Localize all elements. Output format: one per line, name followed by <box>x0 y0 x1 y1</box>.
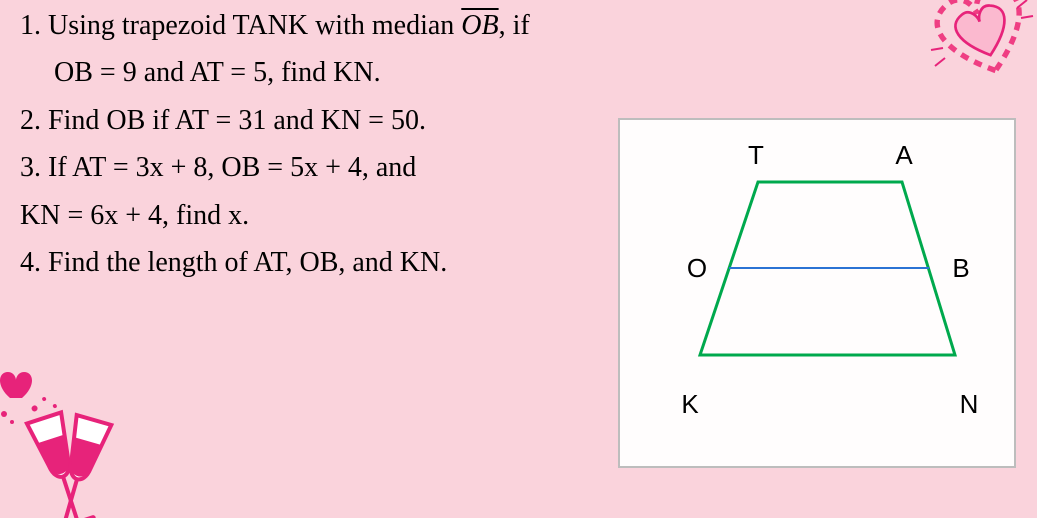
q1-line2: OB = 9 and AT = 5, find KN. <box>20 51 590 94</box>
trapezoid-figure: T A O B K N <box>618 118 1016 468</box>
question-2: 2. Find OB if AT = 31 and KN = 50. <box>20 99 590 142</box>
q1-text-b: , if <box>499 10 530 41</box>
question-3-line2: KN = 6x + 4, find x. <box>20 194 590 237</box>
label-o: O <box>687 253 707 283</box>
label-k: K <box>681 389 699 419</box>
question-1: 1. Using trapezoid TANK with median OB, … <box>20 4 590 47</box>
questions-block: 1. Using trapezoid TANK with median OB, … <box>20 4 590 288</box>
question-3-line1: 3. If AT = 3x + 8, OB = 5x + 4, and <box>20 146 590 189</box>
heart-decoration-icon <box>923 0 1037 84</box>
question-4: 4. Find the length of AT, OB, and KN. <box>20 241 590 284</box>
q1-text-a: 1. Using trapezoid TANK with median <box>20 10 461 41</box>
q1-ob-overline: OB <box>461 10 498 41</box>
label-b: B <box>952 253 969 283</box>
label-n: N <box>960 389 979 419</box>
glasses-decoration-icon <box>0 358 161 518</box>
label-t: T <box>748 140 764 170</box>
label-a: A <box>895 140 913 170</box>
trapezoid-svg: T A O B K N <box>620 120 1014 466</box>
